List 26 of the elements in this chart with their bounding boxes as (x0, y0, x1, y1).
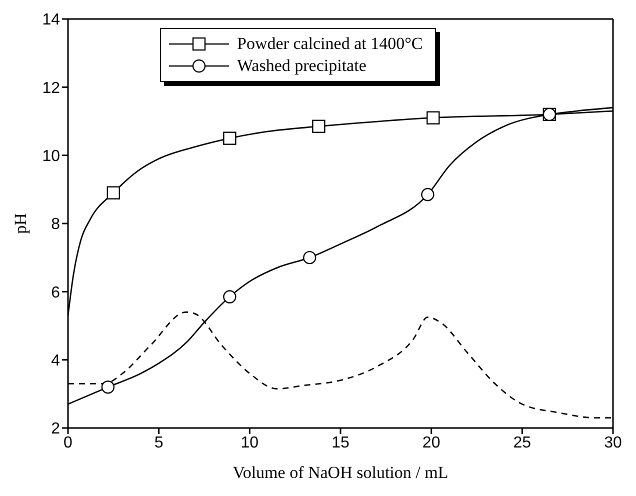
x-tick-label: 15 (332, 434, 350, 452)
y-axis-title: pH (11, 213, 30, 234)
y-tick-label: 12 (42, 80, 60, 97)
x-tick-label: 5 (154, 434, 164, 452)
x-tick-label: 30 (604, 434, 622, 452)
y-tick-label: 2 (51, 420, 60, 438)
point (303, 250, 316, 264)
y-tick-label: 4 (51, 352, 60, 370)
y-tick-label: 6 (51, 284, 60, 302)
x-axis-title: Volume of NaOH solution / mL (232, 463, 448, 482)
y-tick-label: 14 (42, 12, 60, 29)
point (421, 188, 434, 202)
x-tick-label: 25 (513, 434, 532, 452)
point (106, 186, 120, 200)
x-tick-label: 20 (422, 434, 440, 452)
point (312, 120, 326, 133)
x-tick-label: 0 (64, 434, 73, 452)
legend-label: Powder calcined at 1400°C (237, 34, 423, 54)
point (223, 132, 236, 145)
x-tick-label: 10 (240, 434, 259, 452)
point (101, 380, 115, 394)
point (426, 111, 440, 124)
point (223, 290, 236, 304)
y-tick-label: 8 (51, 216, 60, 234)
legend-label: Washed precipitate (237, 56, 366, 76)
y-tick-label: 10 (42, 148, 60, 166)
